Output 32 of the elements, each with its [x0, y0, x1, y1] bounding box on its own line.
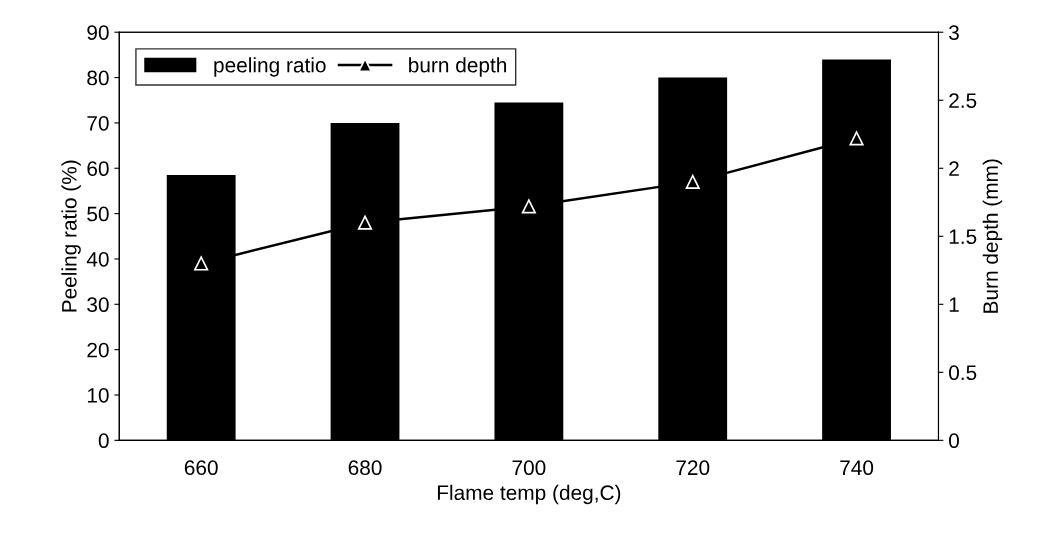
y-tick-label: 0 [98, 433, 109, 449]
x-tick-label: 740 [840, 460, 874, 476]
x-tick-label: 660 [184, 460, 218, 476]
y2-tick-label: 2.5 [949, 93, 977, 108]
y-axis-title: Peeling ratio (%) [61, 160, 81, 312]
y2-tick-label: 0.5 [949, 365, 977, 381]
x-tick-label: 720 [676, 460, 710, 476]
y-tick-label: 90 [87, 25, 109, 40]
x-tick-label: 700 [512, 460, 546, 476]
y-tick-label: 60 [87, 161, 109, 177]
x-tick-label: 680 [348, 460, 382, 476]
y-tick-label: 20 [87, 342, 109, 358]
y2-axis-title: Burn depth (mm) [982, 159, 1003, 313]
y-tick-label: 80 [87, 70, 109, 86]
point [194, 256, 209, 271]
y2-tick-label: 3 [949, 25, 959, 40]
legend-label: peeling ratio [214, 57, 326, 77]
y-tick-label: 70 [87, 115, 109, 131]
y-tick-label: 30 [87, 297, 109, 313]
x-axis-title: Flame temp (deg,C) [437, 484, 621, 505]
y2-tick-label: 1 [949, 297, 959, 312]
y2-tick-label: 2 [949, 161, 959, 176]
point [849, 131, 864, 146]
y-tick-label: 50 [87, 206, 109, 222]
point [521, 199, 536, 214]
legend-label: burn depth [409, 57, 507, 77]
y-tick-label: 10 [87, 387, 109, 403]
y2-tick-label: 0 [949, 433, 959, 449]
y2-tick-label: 1.5 [949, 229, 977, 245]
point [685, 174, 700, 189]
point [357, 215, 373, 230]
y-tick-label: 40 [86, 251, 109, 267]
